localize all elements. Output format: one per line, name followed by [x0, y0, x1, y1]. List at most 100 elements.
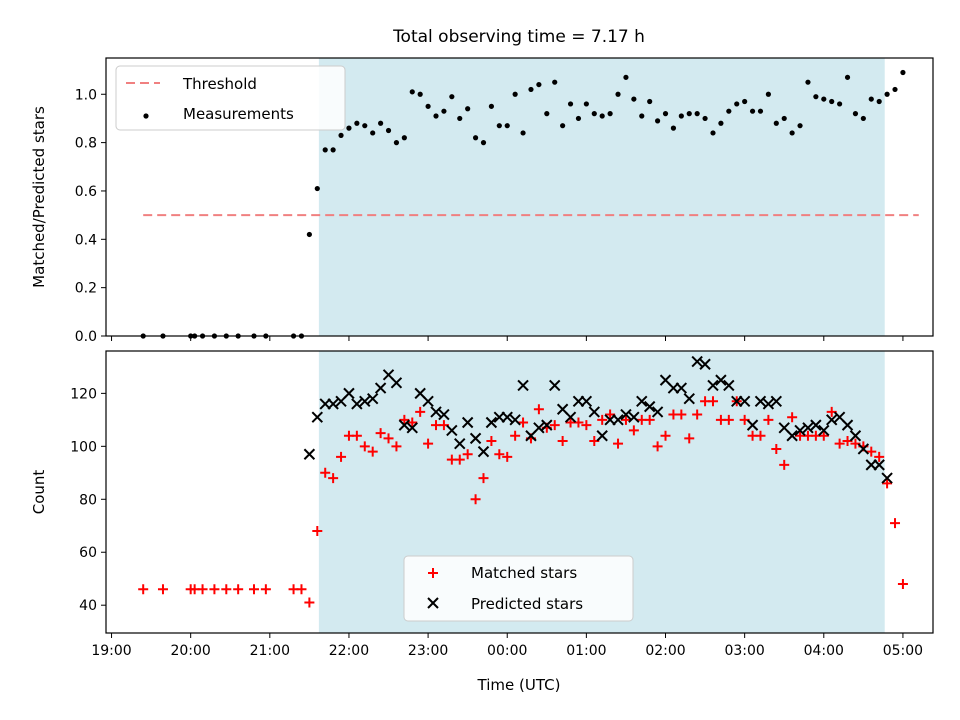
- matched-star-point: [304, 597, 315, 608]
- legend-predicted-label: Predicted stars: [471, 595, 583, 613]
- measurement-point: [623, 74, 629, 80]
- legend-measurements-label: Measurements: [183, 105, 294, 123]
- x-tick-label: 20:00: [170, 643, 210, 659]
- matched-star-point: [620, 414, 631, 425]
- matched-star-point: [684, 433, 695, 444]
- measurement-point: [465, 106, 471, 112]
- matched-star-point: [138, 584, 149, 595]
- matched-star-point: [486, 436, 497, 447]
- measurement-point: [615, 91, 621, 97]
- predicted-star-point: [746, 419, 759, 431]
- measurement-point: [417, 91, 423, 97]
- measurement-point: [354, 120, 360, 126]
- measurement-point: [338, 132, 344, 138]
- matched-star-point: [597, 414, 608, 425]
- predicted-star-point: [786, 430, 798, 442]
- measurement-point: [678, 113, 684, 119]
- predicted-star-point: [873, 459, 885, 471]
- measurement-point: [868, 96, 874, 102]
- matched-star-point: [383, 433, 394, 444]
- measurement-point: [385, 127, 392, 134]
- matched-star-point: [771, 443, 782, 454]
- y-tick-label: 0.6: [75, 184, 97, 200]
- matched-star-point: [882, 478, 893, 489]
- matched-star-point: [157, 584, 168, 595]
- predicted-star-point: [406, 422, 418, 434]
- measurement-point: [591, 111, 597, 117]
- matched-stars-points: [138, 396, 908, 608]
- chart-title: Total observing time = 7.17 h: [392, 27, 645, 47]
- y-tick-label: 40: [79, 598, 97, 614]
- measurement-point: [370, 130, 376, 136]
- matched-star-point: [692, 409, 703, 420]
- predicted-star-point: [723, 379, 735, 392]
- legend-predicted-swatch: [427, 597, 439, 609]
- matched-star-point: [375, 428, 386, 439]
- measurement-point: [900, 69, 906, 76]
- measurement-point: [314, 185, 320, 192]
- measurement-point: [393, 140, 400, 146]
- ratio-panel: 0.0 0.2 0.4 0.6 0.8 1.0 Matched/Predicted sta…: [30, 57, 934, 345]
- predicted-star-point: [762, 398, 775, 410]
- predicted-star-point: [509, 414, 521, 426]
- measurement-point: [837, 101, 843, 107]
- predicted-star-point: [390, 377, 403, 389]
- measurement-point: [306, 231, 312, 238]
- predicted-star-point: [359, 395, 371, 408]
- measurement-point: [607, 111, 613, 117]
- y-tick-label: 60: [79, 545, 97, 561]
- measurement-point: [480, 140, 487, 146]
- matched-star-point: [462, 449, 473, 460]
- count-y-axis-label: Count: [30, 470, 48, 515]
- measurement-point: [884, 91, 890, 97]
- predicted-star-point: [715, 374, 727, 386]
- predicted-star-point: [549, 379, 561, 392]
- predicted-star-point: [469, 432, 482, 445]
- predicted-star-point: [643, 400, 656, 413]
- predicted-star-point: [691, 355, 703, 368]
- measurement-point: [726, 108, 732, 114]
- predicted-star-point: [881, 472, 893, 484]
- measurement-point: [575, 115, 582, 122]
- measurement-point: [757, 108, 764, 114]
- matched-star-point: [312, 526, 323, 537]
- matched-star-point: [320, 467, 331, 478]
- matched-star-point: [834, 438, 845, 449]
- x-tick-label: 22:00: [329, 643, 369, 659]
- measurement-point: [892, 86, 898, 93]
- matched-star-point: [613, 438, 624, 449]
- measurement-point: [765, 91, 771, 97]
- matched-star-point: [897, 579, 908, 590]
- count-axes-frame: [105, 350, 934, 634]
- measurement-point: [662, 111, 669, 117]
- predicted-star-point: [738, 395, 751, 408]
- legend-box: [115, 65, 346, 131]
- matched-star-point: [723, 414, 734, 425]
- count-panel: 40 60 80 100 120 19:00 20:00 21:00 22:00 23:00 00…: [30, 350, 934, 659]
- predicted-star-point: [699, 358, 711, 370]
- ratio-x-ticks: [111, 336, 904, 341]
- x-tick-label: 01:00: [566, 643, 606, 659]
- measurement-point: [504, 123, 510, 129]
- matched-star-point: [209, 584, 220, 595]
- predicted-star-point: [485, 416, 498, 429]
- measurement-point: [852, 111, 859, 117]
- matched-star-point: [763, 414, 774, 425]
- measurement-point: [472, 135, 479, 141]
- measurement-point: [749, 108, 756, 114]
- measurement-point: [876, 98, 882, 105]
- predicted-star-point: [636, 395, 648, 408]
- predicted-star-point: [612, 414, 624, 426]
- x-tick-label: 04:00: [804, 643, 844, 659]
- y-tick-label: 0.8: [75, 136, 97, 152]
- matched-star-point: [866, 446, 877, 457]
- measurement-point: [552, 79, 558, 85]
- predicted-star-point: [754, 395, 767, 408]
- predicted-star-point: [541, 419, 553, 431]
- measurement-point: [654, 118, 661, 124]
- matched-star-point: [549, 420, 560, 431]
- measurement-point: [670, 125, 677, 131]
- matched-star-point: [296, 584, 307, 595]
- measurement-point: [528, 86, 534, 93]
- x-tick-label: 05:00: [883, 643, 923, 659]
